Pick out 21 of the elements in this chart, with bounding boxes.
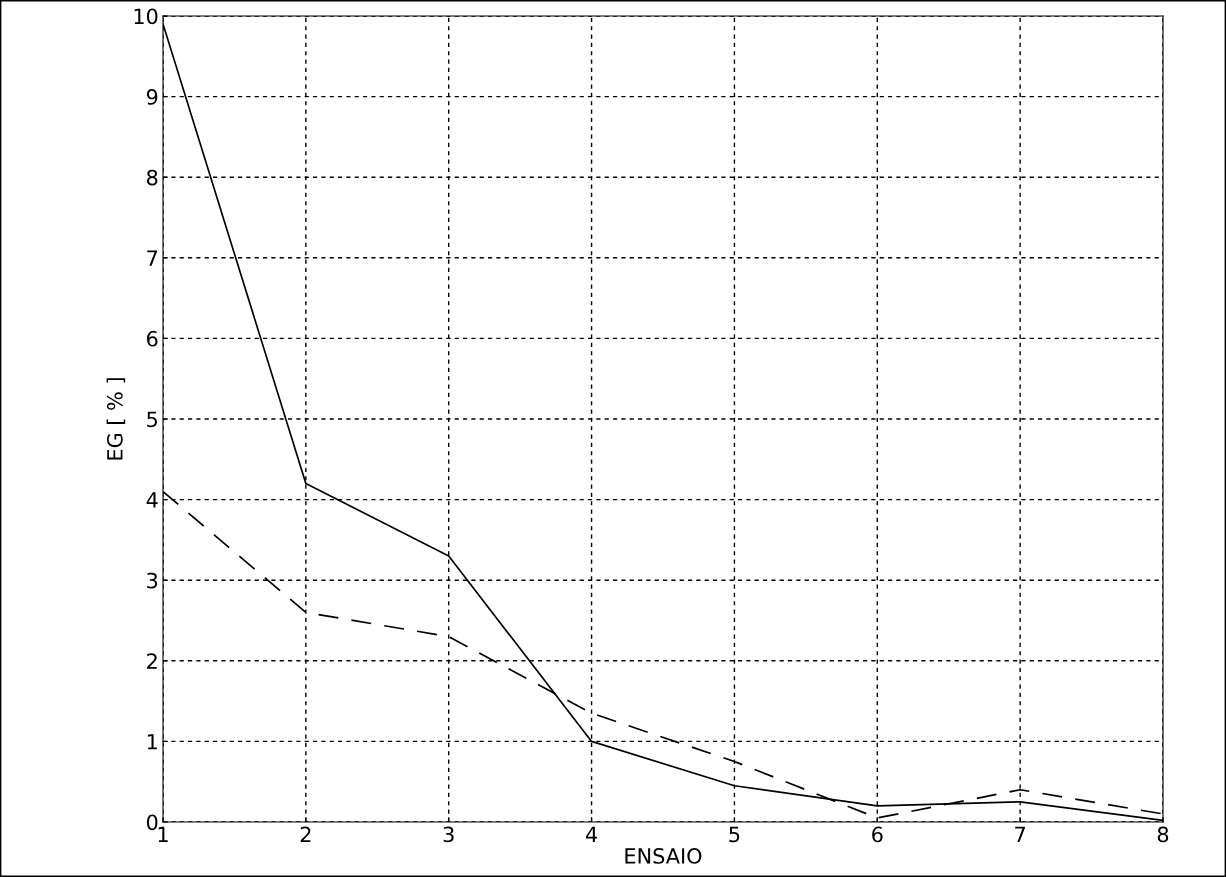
y-tick-label: 8 — [146, 169, 158, 186]
x-tick-label: 3 — [443, 826, 454, 843]
y-tick-label: 5 — [147, 411, 158, 428]
y-tick-label: 9 — [146, 89, 158, 105]
x-tick-label: 1 — [158, 826, 168, 842]
x-tick-label: 4 — [585, 826, 598, 842]
x-axis-title: ENSAIO — [625, 848, 702, 864]
y-axis-title: EG [ % ] — [106, 378, 126, 460]
y-tick-label: 1 — [147, 734, 157, 750]
x-tick-label: 5 — [729, 826, 740, 843]
y-tick-label: 10 — [134, 8, 158, 25]
y-tick-label: 6 — [147, 330, 158, 347]
y-tick-label: 7 — [147, 250, 158, 266]
x-tick-label: 8 — [1157, 826, 1169, 843]
x-tick-label: 7 — [1015, 826, 1025, 842]
y-tick-label: 4 — [146, 492, 158, 508]
y-tick-label: 3 — [147, 572, 158, 589]
y-tick-label: 0 — [146, 814, 158, 831]
x-tick-label: 2 — [300, 826, 311, 842]
x-tick-label: 6 — [872, 826, 883, 843]
y-tick-label: 2 — [147, 653, 157, 669]
